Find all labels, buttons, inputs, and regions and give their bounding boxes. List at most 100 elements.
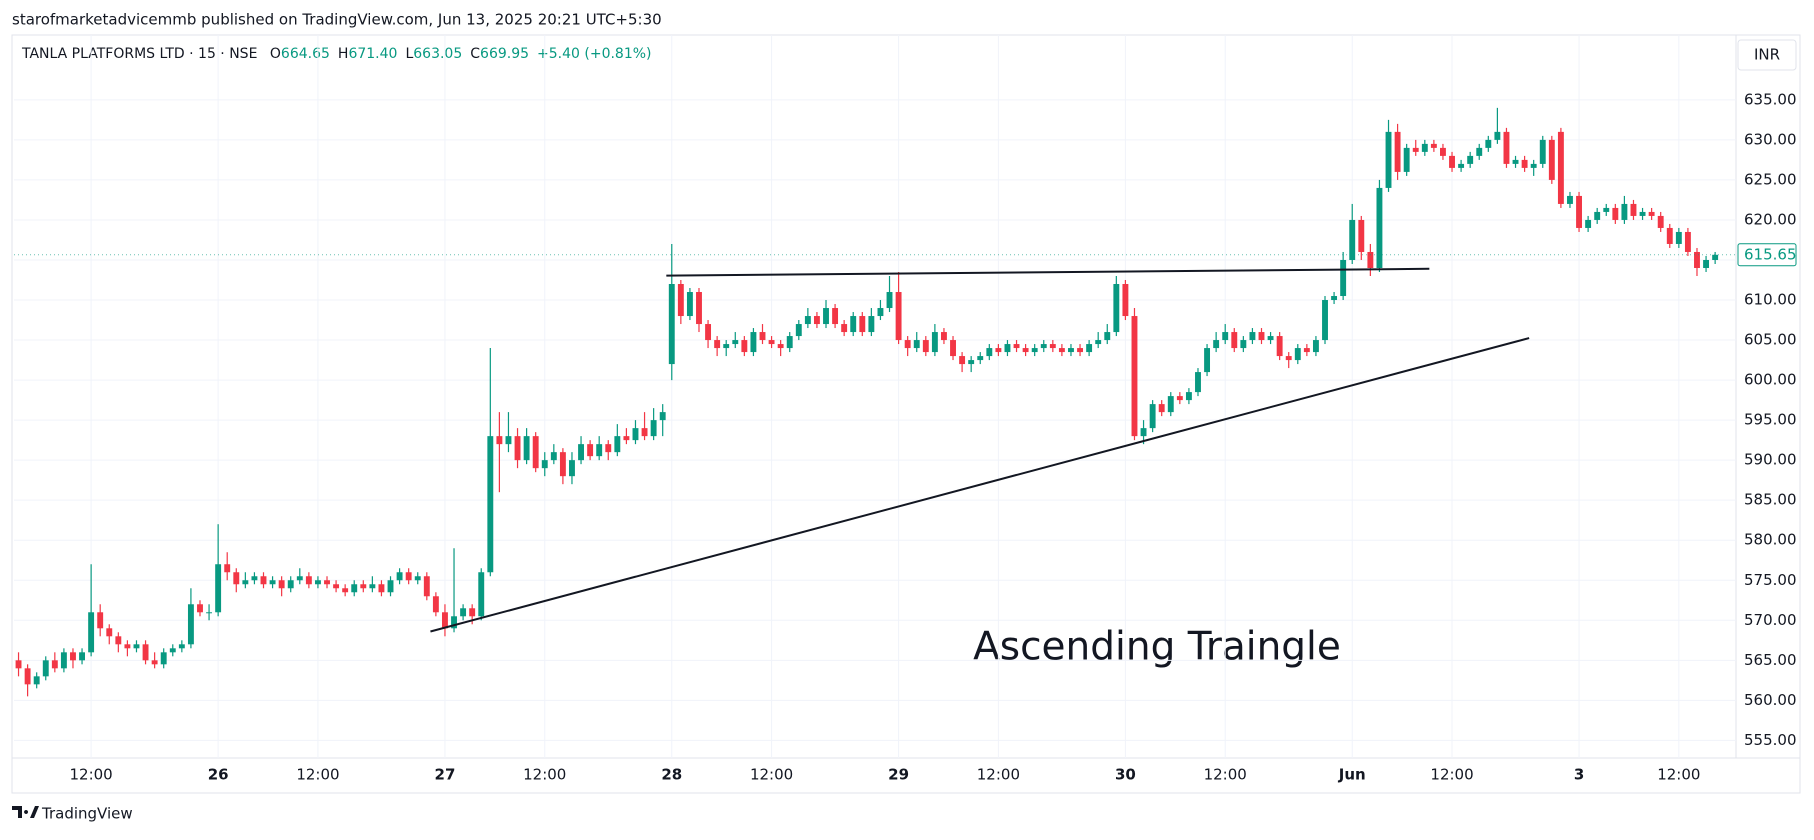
candle-body [587, 444, 594, 457]
candle-body [1140, 428, 1147, 437]
candle-body [1503, 131, 1510, 164]
candle-body [1113, 284, 1120, 333]
candle-body [287, 580, 294, 589]
candle-body [1548, 139, 1555, 180]
candle-body [79, 652, 85, 661]
candle-body [1657, 215, 1664, 228]
candle-body [378, 584, 385, 593]
candle-body [142, 644, 149, 661]
candle-body [1521, 159, 1528, 168]
candle-body [414, 576, 421, 581]
candle-body [487, 436, 494, 573]
candle-body [24, 668, 31, 685]
candle-body [786, 336, 793, 349]
candle-body [1585, 219, 1592, 228]
candle-body [1603, 207, 1610, 212]
candle-body [178, 644, 185, 649]
candle-body [60, 652, 67, 669]
candle-body [1385, 131, 1392, 188]
candle-body [1630, 203, 1637, 216]
x-tick-label: 27 [435, 766, 456, 784]
candle-body [1149, 404, 1156, 429]
candle-body [668, 284, 675, 365]
candle-body [269, 580, 276, 585]
candle-body [1403, 147, 1410, 172]
candle-body [1512, 159, 1519, 164]
x-tick-label: 12:00 [1430, 766, 1473, 784]
candle-body [1612, 207, 1619, 220]
candle-body [559, 452, 566, 477]
candle-body [1557, 131, 1564, 204]
candle-body [70, 652, 76, 661]
x-tick-label: 28 [661, 766, 682, 784]
candle-body [1049, 344, 1056, 349]
legend-line: TANLA PLATFORMS LTD · 15 · NSE O664.65 H6… [21, 46, 652, 62]
candle-body [478, 572, 485, 617]
candle-body [1231, 332, 1238, 349]
candle-body [1666, 227, 1673, 244]
legend-value: 663.05 [413, 46, 462, 62]
candle-body [333, 584, 340, 589]
candle-body [1576, 195, 1582, 228]
candle-body [904, 340, 911, 349]
candle-body [1167, 396, 1174, 413]
candle-body [1340, 259, 1347, 297]
x-tick-label: 12:00 [750, 766, 793, 784]
candle-body [160, 652, 167, 665]
candle-body [950, 340, 956, 357]
y-tick-label: 565.00 [1744, 651, 1797, 669]
candle-body [632, 428, 639, 441]
candle-body [197, 604, 203, 613]
candle-body [33, 676, 40, 685]
candle-body [895, 292, 902, 341]
candle-body [1276, 336, 1283, 357]
candle-body [97, 612, 104, 629]
candle-body [596, 444, 603, 457]
candle-body [1394, 131, 1401, 172]
candle-body [750, 332, 757, 353]
currency-box [1737, 39, 1797, 71]
candle-body [233, 572, 240, 585]
candle-body [169, 648, 176, 653]
candle-body [351, 584, 358, 593]
x-tick-label: 26 [208, 766, 229, 784]
x-tick-label: 12:00 [523, 766, 566, 784]
candle-body [1204, 348, 1211, 373]
candle-body [1240, 340, 1247, 349]
candle-body [550, 452, 557, 461]
candle-body [1675, 231, 1682, 244]
trend-line [666, 267, 1430, 277]
candle-body [922, 340, 929, 353]
candle-body [1303, 348, 1310, 353]
y-tick-label: 570.00 [1744, 611, 1797, 629]
candle-body [251, 576, 258, 581]
candle-body [1176, 396, 1183, 401]
candle-body [124, 644, 131, 649]
candle-body [1249, 332, 1256, 341]
x-tick-label: 3 [1574, 766, 1584, 784]
candle-body [659, 412, 666, 421]
candle-body [795, 324, 802, 337]
candle-body [541, 460, 548, 469]
candle-body [242, 580, 249, 585]
symbol: TANLA PLATFORMS LTD · 15 · NSE [21, 46, 257, 62]
candle-body [451, 616, 457, 629]
y-tick-label: 585.00 [1744, 491, 1797, 509]
currency: INR [1754, 46, 1780, 64]
candle-body [296, 576, 303, 581]
candle-body [1040, 344, 1047, 349]
candle-body [1258, 332, 1265, 341]
candle-body [1412, 147, 1419, 152]
candle-body [623, 436, 630, 441]
candle-body [442, 612, 448, 629]
candle-body [986, 348, 993, 357]
candle-body [469, 608, 476, 617]
candle-body [804, 316, 811, 325]
candle-body [314, 580, 321, 585]
candle-body [859, 316, 866, 333]
candle-body [1367, 251, 1374, 268]
candle-body [1430, 143, 1437, 148]
candle-body [1013, 344, 1020, 349]
candle-body [106, 628, 113, 637]
trend-line [430, 337, 1530, 633]
